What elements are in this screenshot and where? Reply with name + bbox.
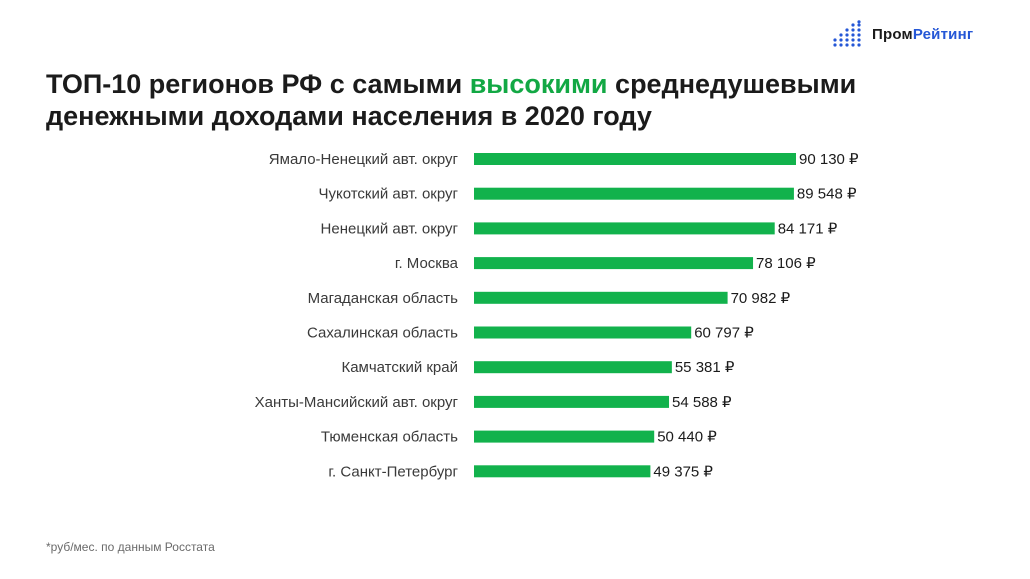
bar	[474, 430, 655, 443]
value-label: 70 982 ₽	[731, 290, 791, 307]
chart-title: ТОП-10 регионов РФ с самыми высокими сре…	[46, 68, 1006, 132]
value-label: 89 548 ₽	[797, 186, 857, 203]
value-label: 90 130 ₽	[799, 151, 859, 168]
bar	[474, 395, 670, 408]
category-label: Камчатский край	[341, 359, 458, 376]
bar	[474, 465, 651, 478]
value-label: 54 588 ₽	[672, 394, 732, 411]
brand-name: ПромРейтинг	[872, 26, 973, 43]
bar	[474, 291, 728, 304]
bar-chart: Ямало-Ненецкий авт. округ 90 130 ₽ Чукотск…	[255, 151, 859, 480]
title-before: ТОП-10 регионов РФ с самыми	[46, 69, 470, 99]
category-label: Ямало-Ненецкий авт. округ	[269, 151, 459, 168]
category-label: Ненецкий авт. округ	[321, 220, 459, 237]
value-label: 78 106 ₽	[756, 255, 816, 272]
value-label: 60 797 ₽	[694, 325, 754, 342]
category-label: Тюменская область	[321, 429, 458, 446]
bar	[474, 257, 754, 270]
brand-name-part1: Пром	[872, 25, 913, 43]
value-label: 84 171 ₽	[778, 220, 838, 237]
bar	[474, 187, 794, 200]
brand-name-part2: Рейтинг	[912, 25, 974, 43]
dot-bars-icon	[833, 20, 861, 47]
brand-logo: ПромРейтинг	[832, 20, 973, 48]
category-label: Ханты-Мансийский авт. округ	[255, 394, 459, 411]
value-label: 49 375 ₽	[653, 463, 713, 480]
footnote: *руб/мес. по данным Росстата	[46, 540, 215, 554]
bar	[474, 361, 672, 374]
bar	[474, 326, 692, 339]
title-after: среднедушевыми денежными доходами населе…	[46, 69, 857, 131]
category-label: Чукотский авт. округ	[318, 186, 458, 203]
bar	[474, 153, 796, 165]
category-label: Магаданская область	[308, 290, 459, 307]
bar	[474, 222, 775, 235]
category-label: Сахалинская область	[307, 325, 458, 342]
category-label: г. Москва	[395, 255, 459, 272]
title-highlight: высокими	[469, 69, 608, 99]
category-label: г. Санкт-Петербург	[328, 463, 458, 480]
value-label: 50 440 ₽	[657, 429, 717, 446]
value-label: 55 381 ₽	[675, 359, 735, 376]
